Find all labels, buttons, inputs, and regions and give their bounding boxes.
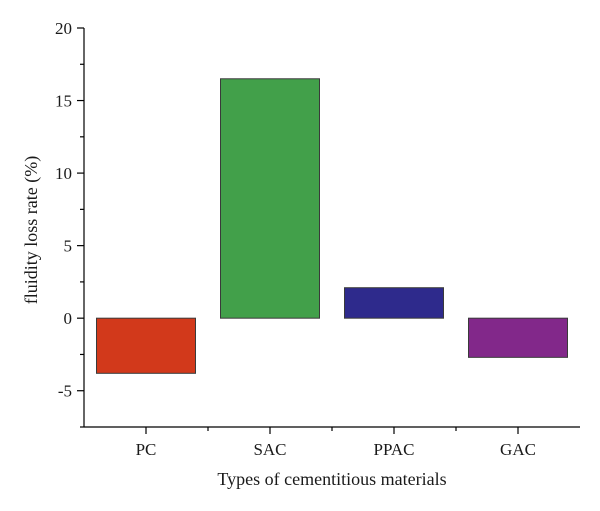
y-axis-title: fluidity loss rate (%) bbox=[21, 156, 42, 304]
y-ticks: 20 15 10 5 0 -5 bbox=[55, 19, 84, 428]
x-tick-label: SAC bbox=[253, 440, 286, 459]
bar-gac bbox=[468, 317, 568, 358]
plot-area: 20 15 10 5 0 -5 PC SAC PPAC GAC bbox=[55, 19, 580, 459]
bar-sac bbox=[220, 78, 320, 319]
bars bbox=[96, 78, 568, 374]
y-tick-label: -5 bbox=[58, 382, 72, 401]
y-tick-label: 10 bbox=[55, 164, 72, 183]
y-tick-label: 15 bbox=[55, 92, 72, 111]
y-tick-label: 20 bbox=[55, 19, 72, 38]
x-tick-label: PC bbox=[136, 440, 157, 459]
y-tick-label: 0 bbox=[64, 309, 73, 328]
y-tick-label: 5 bbox=[64, 237, 73, 256]
x-tick-label: GAC bbox=[500, 440, 536, 459]
bar-ppac bbox=[344, 287, 444, 319]
x-axis-title: Types of cementitious materials bbox=[217, 469, 446, 489]
x-tick-label: PPAC bbox=[374, 440, 415, 459]
bar-pc bbox=[96, 317, 196, 374]
x-ticks: PC SAC PPAC GAC bbox=[136, 427, 536, 459]
